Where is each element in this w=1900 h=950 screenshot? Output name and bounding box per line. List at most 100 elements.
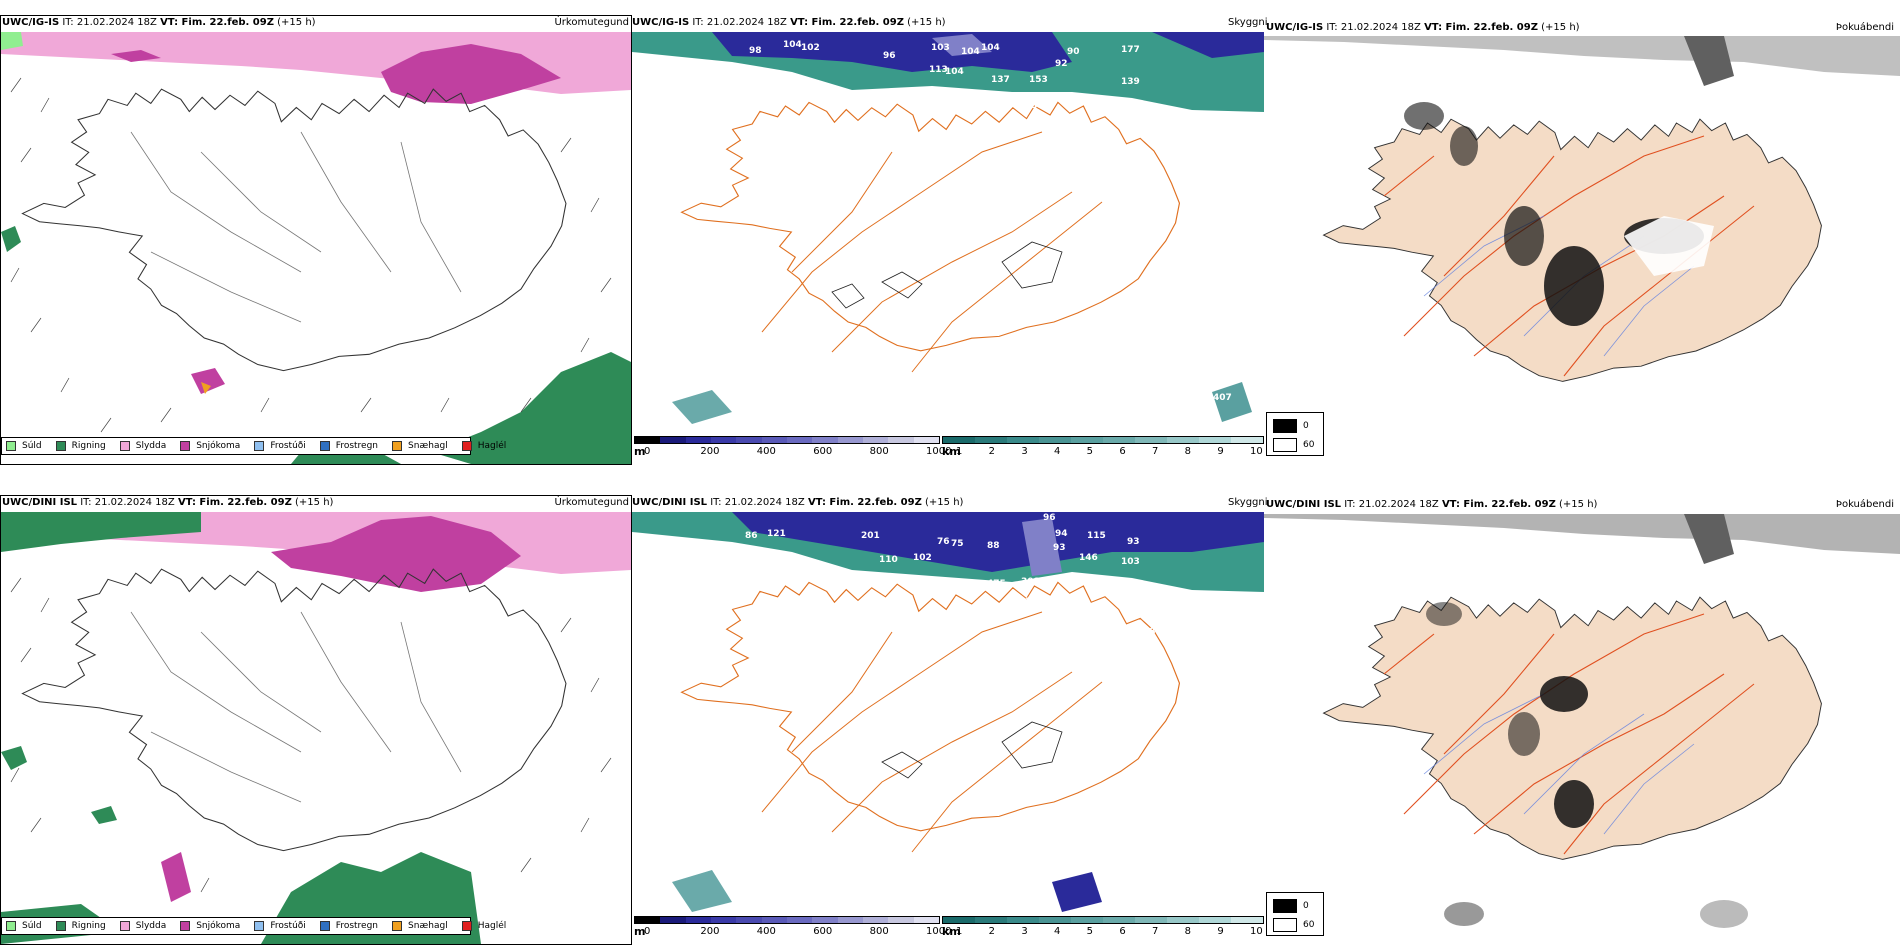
colorbar-unit: m bbox=[634, 925, 646, 938]
valid-time: VT: Fim. 22.feb. 09Z bbox=[177, 497, 292, 508]
colorbar-segment bbox=[786, 917, 813, 923]
colorbar-tick-label: 800 bbox=[869, 446, 889, 457]
swatch-graupel bbox=[392, 921, 403, 931]
ceiling-label: 103 bbox=[931, 43, 950, 53]
colorbar-segment bbox=[1167, 917, 1199, 923]
legend-label: Snæhagl bbox=[408, 921, 448, 931]
legend-item-hail: Haglél bbox=[461, 441, 507, 451]
colorbar-unit: m bbox=[634, 445, 646, 458]
colorbar-segment bbox=[943, 437, 975, 443]
ceiling-label: 93 bbox=[1127, 537, 1140, 547]
swatch-snow bbox=[180, 441, 191, 451]
ceiling-label: 104 bbox=[961, 47, 980, 57]
fog-legend-row: 0 bbox=[1273, 419, 1309, 433]
product-name: Þokuábendi bbox=[1835, 22, 1894, 33]
legend-item-rain: Rigning bbox=[55, 921, 106, 931]
visibility-colorbar-bottom: km 1 2 3 4 5 6 7 8 9 10 bbox=[942, 916, 1264, 940]
colorbar-tick-label: 6 bbox=[1119, 926, 1126, 937]
fog-map-top bbox=[1264, 36, 1900, 464]
swatch-rain bbox=[55, 921, 66, 931]
ceiling-label: 104 bbox=[783, 40, 802, 50]
colorbar-strip bbox=[942, 436, 1264, 444]
swatch-freezing-drizzle bbox=[254, 921, 265, 931]
legend-label: Slydda bbox=[135, 441, 167, 451]
swatch-drizzle bbox=[6, 921, 16, 931]
ceiling-label: 538 bbox=[1087, 605, 1106, 615]
colorbar-tick-label: 0 bbox=[644, 926, 651, 937]
colorbar-tick-label: 400 bbox=[756, 926, 776, 937]
init-time: IT: 21.02.2024 18Z bbox=[62, 17, 157, 28]
colorbar-segment bbox=[943, 917, 975, 923]
colorbar-tick-label: 10 bbox=[1250, 926, 1263, 937]
colorbar-tick-label: 1 bbox=[956, 446, 963, 457]
lead-time: (+15 h) bbox=[1559, 499, 1598, 510]
valid-time: VT: Fim. 22.feb. 09Z bbox=[1424, 22, 1538, 33]
swatch-sleet bbox=[119, 921, 130, 931]
colorbar-tick-label: 5 bbox=[1086, 926, 1094, 937]
colorbar-segment bbox=[837, 437, 863, 443]
legend-label: Rigning bbox=[71, 441, 106, 451]
colorbar-segment bbox=[1231, 437, 1263, 443]
panel-visibility-bottom: UWC/DINI ISL IT: 21.02.2024 18Z VT: Fim.… bbox=[632, 495, 1264, 945]
colorbar-strip bbox=[634, 436, 940, 444]
colorbar-segment bbox=[660, 437, 686, 443]
colorbar-tick-label: 10 bbox=[1250, 446, 1263, 457]
legend-label: Frostregn bbox=[335, 921, 379, 931]
colorbar-tick-label: 3 bbox=[1021, 446, 1028, 457]
panel-header: UWC/IG-IS IT: 21.02.2024 18Z VT: Fim. 22… bbox=[1266, 20, 1580, 36]
colorbar-strip bbox=[942, 916, 1264, 924]
model-name: UWC/IG-IS bbox=[2, 17, 60, 28]
colorbar-tick-label: 9 bbox=[1217, 926, 1224, 937]
legend-label: Rigning bbox=[71, 921, 106, 931]
colorbar-tick-label: 200 bbox=[700, 446, 720, 457]
product-name: Úrkomutegund bbox=[554, 497, 629, 508]
ceiling-label: 110 bbox=[879, 555, 898, 565]
colorbar-segment bbox=[862, 437, 889, 443]
colorbar-segment bbox=[1167, 437, 1199, 443]
fog-legend-row: 0 bbox=[1273, 899, 1309, 913]
legend-item-freezing-rain: Frostregn bbox=[319, 921, 379, 931]
colorbar-segment bbox=[975, 437, 1007, 443]
colorbar-unit: km bbox=[942, 925, 961, 938]
fog-swatch-white bbox=[1273, 438, 1297, 452]
colorbar-segment bbox=[975, 917, 1007, 923]
fog-legend-row: 60 bbox=[1273, 918, 1314, 932]
colorbar-tick-label: 3 bbox=[1021, 926, 1028, 937]
legend-item-hail: Haglél bbox=[461, 921, 506, 931]
colorbar-segment bbox=[1071, 917, 1103, 923]
precip-legend-bottom: Súld Rigning Slydda Snjókoma Frostúði Fr… bbox=[1, 917, 506, 935]
sea-label: 202 bbox=[875, 413, 894, 423]
colorbar-tick-label: 2 bbox=[988, 446, 996, 457]
ceiling-label: 92 bbox=[1055, 59, 1068, 69]
panel-header: UWC/DINI ISL IT: 21.02.2024 18Z VT: Fim.… bbox=[2, 495, 333, 511]
legend-label: Súld bbox=[22, 441, 42, 451]
visibility-map-bottom bbox=[632, 512, 1264, 916]
colorbar-segment bbox=[888, 437, 914, 443]
colorbar-segment bbox=[1135, 437, 1167, 443]
colorbar-segment bbox=[635, 917, 661, 923]
sea-label: 407 bbox=[1213, 393, 1232, 403]
legend-item-graupel: Snæhagl bbox=[392, 921, 448, 931]
lead-time: (+15 h) bbox=[295, 497, 334, 508]
colorbar-segment bbox=[1103, 917, 1135, 923]
legend-item-sleet: Slydda bbox=[119, 441, 167, 451]
swatch-freezing-drizzle bbox=[254, 441, 265, 451]
product-name: Þokuábendi bbox=[1835, 499, 1894, 510]
fog-legend-row: 60 bbox=[1273, 438, 1314, 452]
colorbar-tick-label: 0 bbox=[644, 446, 651, 457]
fog-label: 0 bbox=[1303, 901, 1309, 911]
colorbar-segment bbox=[837, 917, 863, 923]
swatch-rain bbox=[55, 441, 66, 451]
colorbar-segment bbox=[635, 437, 661, 443]
precip-legend-top: Súld Rigning Slydda Snjókoma Frostúði Fr… bbox=[1, 437, 506, 455]
ceiling-label: 103 bbox=[1121, 557, 1140, 567]
colorbar-tick-label: 7 bbox=[1152, 446, 1159, 457]
lead-time: (+15 h) bbox=[277, 17, 316, 28]
colorbar-segment bbox=[660, 917, 686, 923]
ceiling-label: 488 bbox=[971, 581, 990, 591]
ceiling-label: 308 bbox=[1021, 577, 1040, 587]
legend-label: Haglél bbox=[477, 441, 507, 451]
model-name: UWC/IG-IS bbox=[1266, 22, 1324, 33]
colorbar-segment bbox=[913, 437, 939, 443]
fog-label: 60 bbox=[1303, 440, 1315, 450]
